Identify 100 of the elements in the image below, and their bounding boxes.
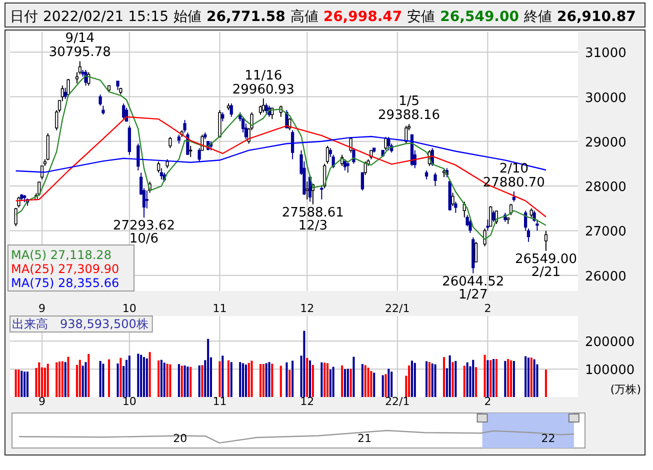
bar	[486, 360, 489, 397]
bar	[99, 360, 102, 397]
bar	[82, 366, 84, 397]
candlestick	[189, 145, 192, 158]
candlestick	[454, 201, 458, 214]
bar	[373, 372, 376, 397]
x-tick-label: 12	[300, 395, 314, 408]
annotation: 1/5 29388.16	[378, 94, 440, 124]
candlestick	[544, 230, 548, 252]
x-tick-label: 11	[212, 302, 227, 315]
bar	[268, 362, 270, 397]
bar	[426, 361, 428, 397]
bar	[370, 371, 372, 397]
bar	[207, 338, 210, 397]
candlestick	[326, 145, 330, 164]
candlestick	[306, 181, 309, 200]
candlestick	[156, 161, 160, 174]
candlestick	[38, 181, 41, 196]
candlestick	[136, 143, 140, 171]
candlestick	[483, 228, 486, 247]
candlestick	[98, 94, 102, 106]
bar	[61, 361, 64, 397]
bar	[271, 364, 274, 397]
bar	[524, 356, 527, 397]
bar	[475, 367, 478, 397]
bar	[492, 359, 495, 397]
bar	[102, 364, 104, 397]
candlestick	[434, 172, 437, 187]
bar	[160, 360, 162, 397]
x-tick-label: 2	[484, 395, 492, 408]
annotation: 9/14 30795.78	[48, 31, 111, 60]
legend: MA(5) 27,118.28 MA(25) 27,309.90 MA(75) 28,355.66	[8, 244, 134, 292]
candlestick	[343, 158, 347, 171]
bar	[116, 363, 119, 397]
x-tick-label: 22/1	[385, 302, 410, 315]
annotation: 27588.61 12/3	[282, 205, 344, 234]
bar	[344, 369, 346, 397]
bar	[248, 362, 250, 397]
bar	[414, 362, 416, 397]
candlestick	[360, 172, 364, 192]
x-tick-label: 11	[212, 395, 227, 408]
bar	[146, 358, 148, 397]
bar	[148, 352, 151, 397]
bar	[259, 364, 262, 397]
bar	[510, 360, 512, 397]
candlestick	[128, 125, 131, 156]
chart-title: 出来高 938,593,500株	[12, 317, 148, 331]
annotation: 26044.52 1/27	[442, 274, 504, 302]
x-tick-label: 20	[173, 432, 188, 445]
bar	[388, 368, 390, 397]
candlestick	[387, 136, 390, 151]
bar	[24, 372, 26, 397]
candlestick	[512, 190, 516, 202]
bar	[352, 356, 355, 397]
y-tick-label: 31000	[585, 46, 626, 62]
bar	[286, 362, 288, 397]
candlestick	[474, 241, 478, 262]
bar	[292, 360, 294, 397]
annotation: 27293.62 10/6	[112, 218, 176, 247]
bar	[227, 360, 230, 397]
x-tick-label: 2	[484, 302, 492, 315]
bar	[46, 364, 49, 397]
bar	[140, 354, 142, 397]
candlestick	[346, 161, 350, 174]
candlestick	[489, 206, 492, 227]
bar	[265, 363, 268, 397]
x-tick-label: 21	[357, 432, 372, 445]
candlestick	[352, 148, 356, 164]
bar	[312, 364, 314, 397]
bar	[384, 374, 387, 397]
bar	[324, 362, 326, 397]
annotation: 11/16 29960.93	[232, 68, 294, 98]
bar	[408, 365, 410, 397]
bar	[125, 360, 128, 397]
bar	[484, 354, 486, 397]
bar	[320, 362, 323, 397]
bar	[530, 358, 532, 397]
bar	[303, 330, 306, 397]
bar	[367, 368, 370, 397]
bar	[158, 360, 160, 397]
bar	[244, 364, 247, 397]
bar	[230, 362, 232, 397]
x-tick-label: 22	[541, 432, 556, 445]
bar	[341, 365, 344, 397]
bar	[44, 368, 46, 397]
bar	[329, 369, 332, 397]
y-tick-label: 100000	[585, 363, 635, 378]
bar	[490, 360, 492, 397]
candlestick	[64, 87, 67, 100]
bar	[350, 368, 352, 397]
candlestick	[230, 102, 233, 118]
y-tick-label: 30000	[585, 90, 626, 106]
y-tick-label: 200000	[585, 335, 635, 350]
x-tick-label: 10	[122, 302, 136, 315]
bar	[20, 370, 23, 397]
bar	[137, 354, 140, 397]
bar	[14, 370, 17, 397]
bar	[507, 359, 510, 397]
candlestick	[46, 132, 50, 161]
candlestick	[384, 136, 388, 151]
